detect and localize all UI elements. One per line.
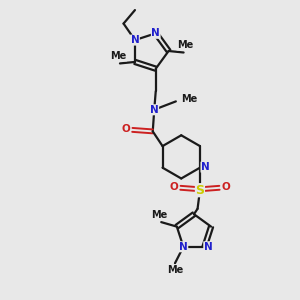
Text: S: S: [196, 184, 205, 197]
Text: N: N: [204, 242, 212, 252]
Text: Me: Me: [181, 94, 197, 104]
Text: N: N: [201, 162, 210, 172]
Text: Me: Me: [152, 210, 168, 220]
Text: Me: Me: [167, 265, 183, 275]
Text: N: N: [152, 28, 160, 38]
Text: O: O: [169, 182, 178, 192]
Text: Me: Me: [177, 40, 193, 50]
Text: N: N: [179, 242, 188, 252]
Text: Me: Me: [110, 51, 127, 61]
Text: O: O: [222, 182, 230, 192]
Text: O: O: [122, 124, 130, 134]
Text: N: N: [130, 35, 139, 45]
Text: N: N: [150, 105, 159, 115]
